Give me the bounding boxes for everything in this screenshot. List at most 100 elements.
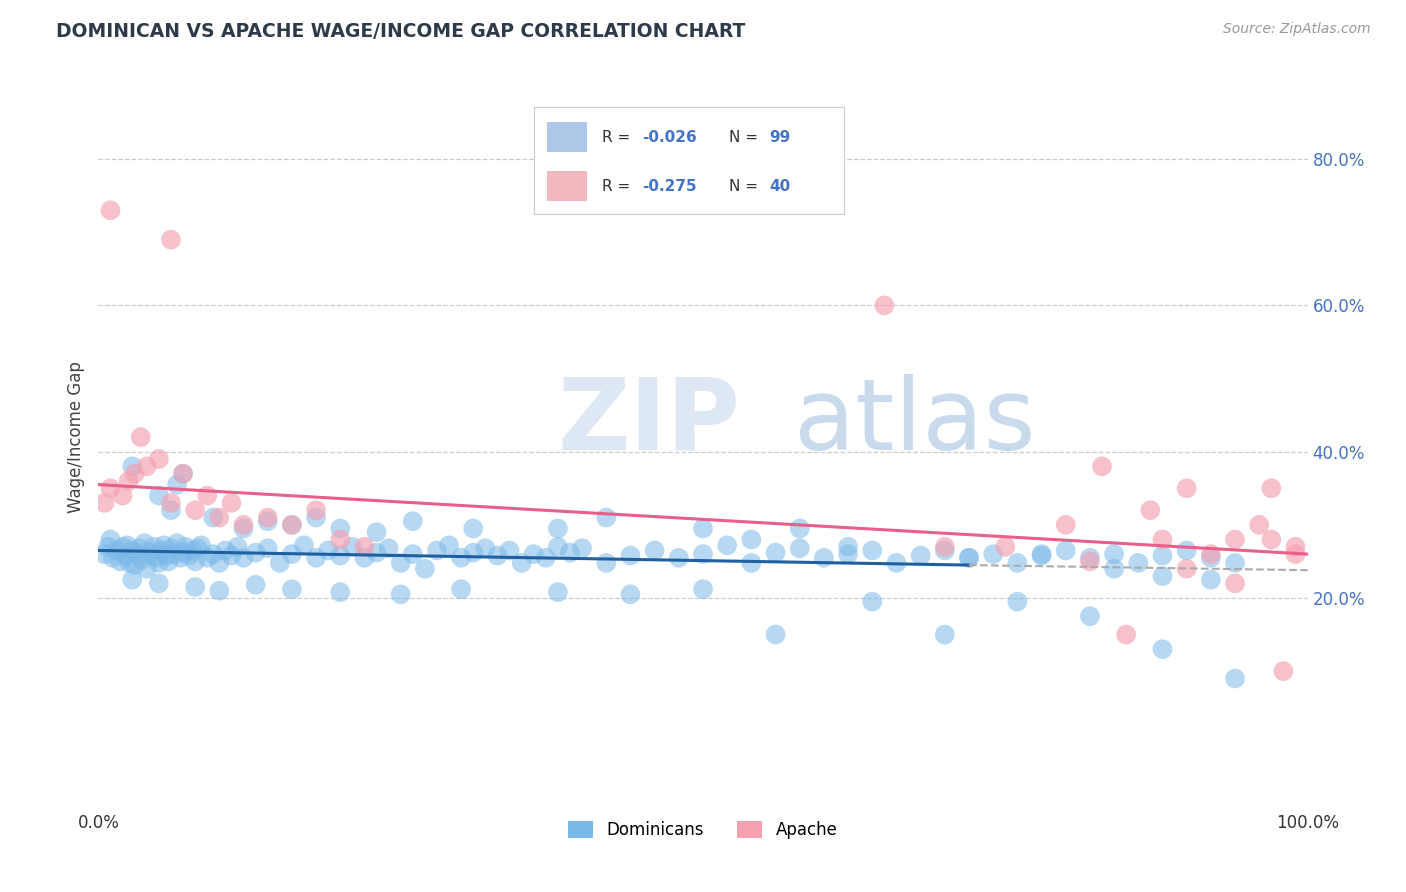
Point	[450, 550, 472, 565]
Point	[172, 467, 194, 481]
Point	[910, 549, 932, 563]
Point	[281, 582, 304, 597]
Point	[221, 496, 243, 510]
Point	[1102, 547, 1125, 561]
Point	[1260, 533, 1282, 547]
Point	[510, 556, 533, 570]
Point	[162, 547, 184, 561]
Point	[179, 549, 201, 563]
Point	[97, 540, 120, 554]
Legend: Dominicans, Apache: Dominicans, Apache	[561, 814, 845, 846]
Point	[292, 538, 315, 552]
Point	[1152, 533, 1174, 547]
Point	[181, 543, 204, 558]
Point	[329, 585, 352, 599]
Point	[1199, 550, 1222, 565]
Point	[668, 550, 690, 565]
Point	[1115, 627, 1137, 641]
Point	[208, 583, 231, 598]
Point	[160, 496, 183, 510]
Point	[169, 550, 191, 565]
Point	[329, 533, 352, 547]
Point	[1054, 543, 1077, 558]
Point	[740, 556, 762, 570]
Point	[402, 514, 425, 528]
Point	[692, 582, 714, 597]
Point	[498, 543, 520, 558]
Point	[105, 543, 128, 558]
Point	[101, 550, 124, 565]
Point	[389, 556, 412, 570]
Point	[118, 474, 141, 488]
Point	[148, 576, 170, 591]
Point	[619, 549, 641, 563]
Text: 40: 40	[769, 178, 790, 194]
Point	[837, 547, 859, 561]
Point	[934, 543, 956, 558]
Point	[111, 489, 134, 503]
Point	[256, 541, 278, 556]
Point	[148, 556, 170, 570]
Point	[1175, 562, 1198, 576]
Point	[157, 554, 180, 568]
Point	[366, 546, 388, 560]
Point	[1249, 517, 1271, 532]
Point	[463, 521, 485, 535]
Point	[256, 510, 278, 524]
Point	[150, 543, 173, 558]
Point	[789, 521, 811, 535]
Point	[934, 540, 956, 554]
Point	[1007, 594, 1029, 608]
Point	[342, 540, 364, 554]
Point	[195, 489, 218, 503]
Point	[402, 547, 425, 561]
Point	[595, 510, 617, 524]
Point	[131, 553, 153, 567]
Point	[534, 550, 557, 565]
Point	[232, 517, 254, 532]
Point	[450, 582, 472, 597]
Point	[100, 203, 122, 218]
Point	[195, 550, 218, 565]
Point	[134, 536, 156, 550]
Point	[1223, 556, 1246, 570]
Point	[716, 538, 738, 552]
Point	[934, 627, 956, 641]
Point	[692, 521, 714, 535]
Point	[166, 536, 188, 550]
Point	[1007, 556, 1029, 570]
Point	[389, 587, 412, 601]
Point	[873, 298, 896, 312]
Point	[1152, 569, 1174, 583]
Point	[232, 521, 254, 535]
Point	[172, 546, 194, 560]
Point	[547, 540, 569, 554]
Point	[117, 538, 139, 552]
Point	[184, 503, 207, 517]
Point	[305, 510, 328, 524]
Point	[957, 550, 980, 565]
Point	[1175, 543, 1198, 558]
Point	[269, 556, 291, 570]
Point	[138, 546, 160, 560]
Text: 99: 99	[769, 129, 790, 145]
Point	[121, 543, 143, 558]
Point	[1054, 517, 1077, 532]
Point	[160, 541, 183, 556]
Point	[124, 558, 146, 573]
Point	[114, 549, 136, 563]
Point	[1078, 609, 1101, 624]
Point	[523, 547, 546, 561]
Point	[1175, 481, 1198, 495]
Point	[1223, 576, 1246, 591]
Point	[740, 533, 762, 547]
Point	[1223, 672, 1246, 686]
Point	[256, 514, 278, 528]
Point	[135, 562, 157, 576]
Point	[571, 541, 593, 556]
Point	[486, 549, 509, 563]
Point	[100, 481, 122, 495]
Point	[981, 547, 1004, 561]
Point	[208, 510, 231, 524]
Point	[377, 541, 399, 556]
